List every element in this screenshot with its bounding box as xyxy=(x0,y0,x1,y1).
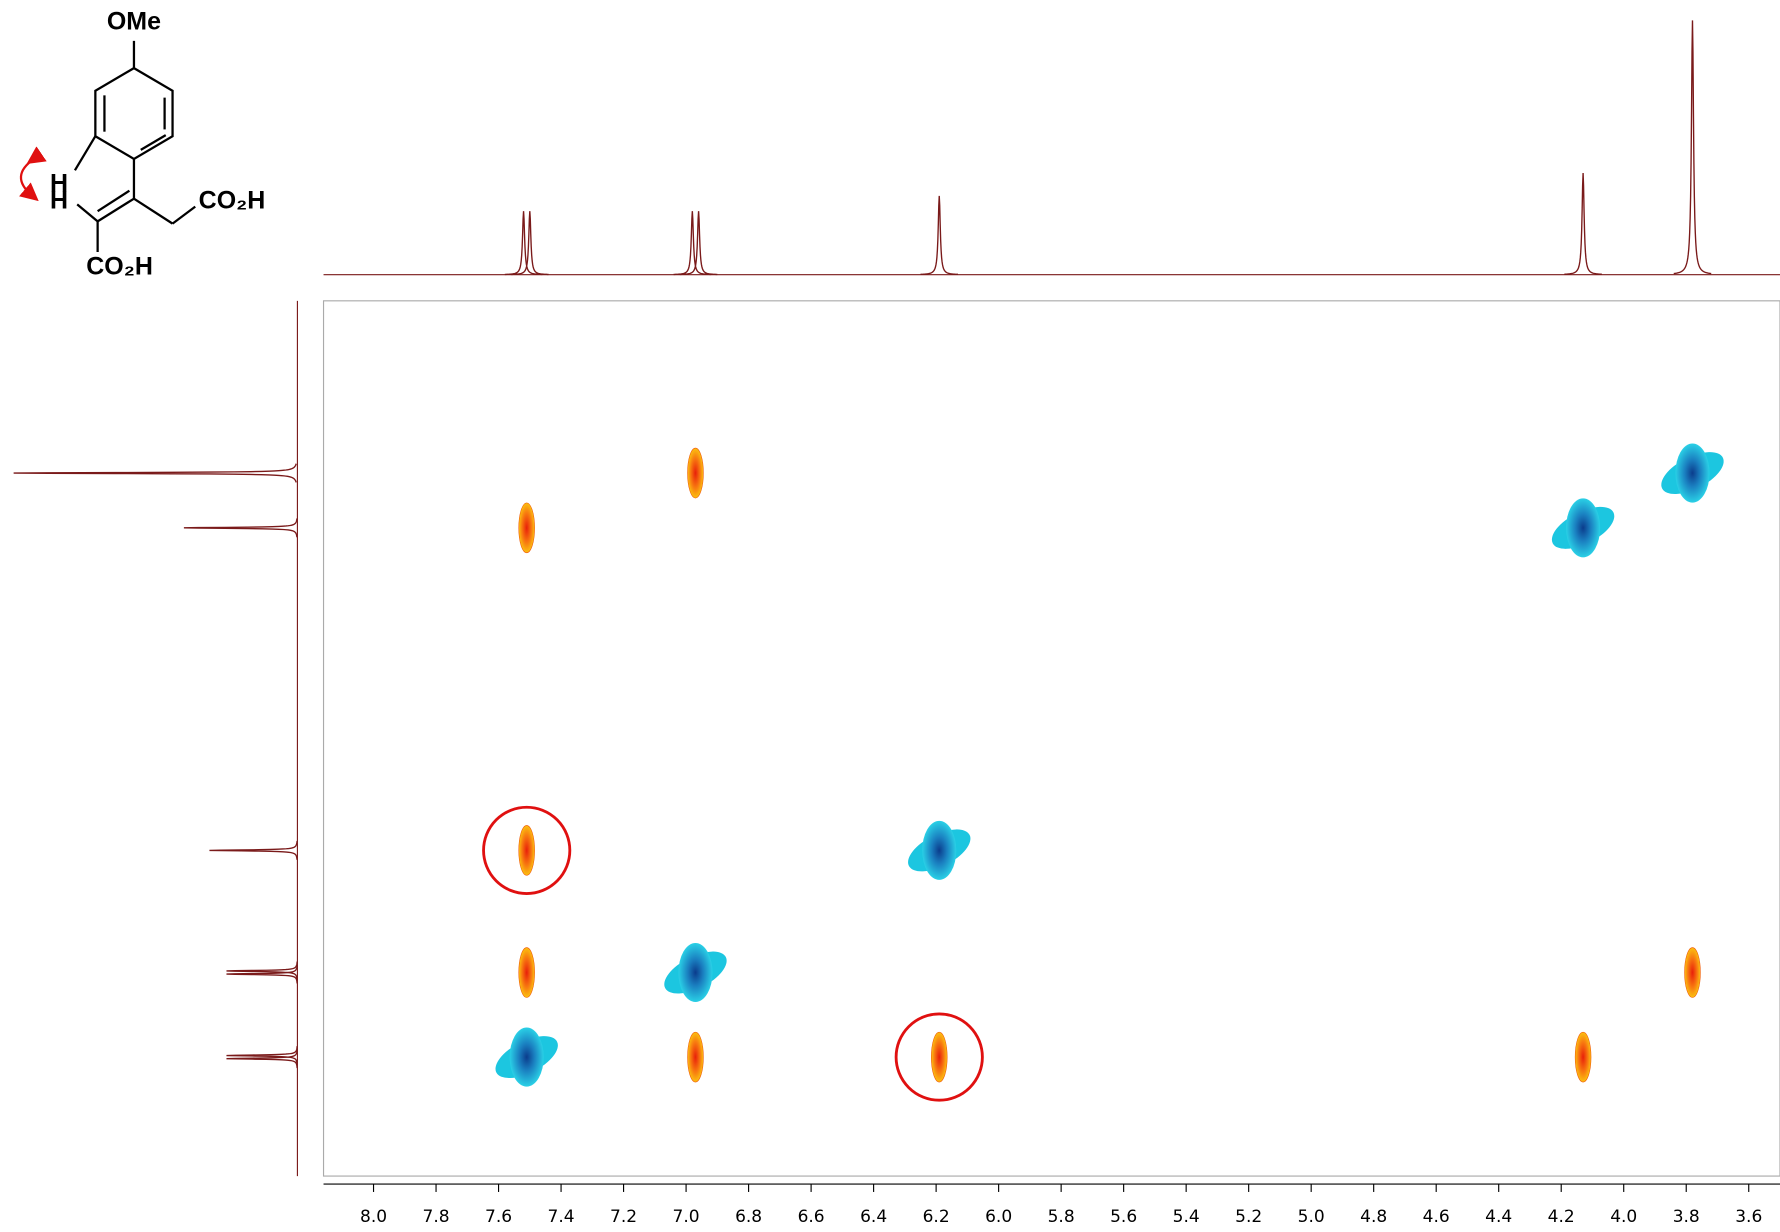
x-tick-label: 5.0 xyxy=(1298,1207,1325,1227)
atom-label: CO₂H xyxy=(86,253,153,281)
atom-label: H xyxy=(50,187,68,215)
x-tick-label: 3.8 xyxy=(1673,1207,1700,1227)
x-tick-label: 7.2 xyxy=(610,1207,637,1227)
cross-peak xyxy=(518,825,535,876)
highlight-circle xyxy=(482,805,572,895)
x-tick-label: 6.6 xyxy=(798,1207,825,1227)
diagonal-peak xyxy=(678,943,713,1003)
x-tick-label: 7.4 xyxy=(548,1207,575,1227)
top-peak xyxy=(1673,20,1712,275)
diagonal-peak xyxy=(1675,443,1710,503)
x-tick-label: 4.2 xyxy=(1548,1207,1575,1227)
cross-peak xyxy=(518,947,535,998)
x-tick-label: 4.4 xyxy=(1485,1207,1512,1227)
diagonal-peak xyxy=(1566,498,1601,558)
x-tick-label: 6.0 xyxy=(985,1207,1012,1227)
x-tick-label: 5.4 xyxy=(1173,1207,1200,1227)
x-tick-label: 4.0 xyxy=(1610,1207,1637,1227)
x-tick-label: 7.0 xyxy=(673,1207,700,1227)
atom-label: OMe xyxy=(107,7,161,35)
diagonal-peak xyxy=(509,1027,544,1087)
side-peak xyxy=(226,1046,298,1065)
x-tick-label: 5.8 xyxy=(1048,1207,1075,1227)
x-tick-label: 5.6 xyxy=(1110,1207,1137,1227)
structure xyxy=(18,40,196,253)
cross-peak xyxy=(1574,1031,1592,1083)
highlight-circle xyxy=(894,1012,984,1102)
x-tick-label: 5.2 xyxy=(1235,1207,1262,1227)
top-peak xyxy=(920,195,959,276)
top-peak xyxy=(511,211,549,276)
x-tick-label: 7.6 xyxy=(485,1207,512,1227)
top-peak xyxy=(504,211,543,276)
x-tick-label: 6.4 xyxy=(860,1207,887,1227)
diagonal-peak xyxy=(922,820,957,880)
x-tick-label: 8.0 xyxy=(360,1207,387,1227)
side-peak xyxy=(209,840,298,860)
side-peak xyxy=(226,1049,298,1069)
x-tick-label: 4.8 xyxy=(1360,1207,1387,1227)
top-peak xyxy=(679,211,718,276)
x-tick-label: 7.8 xyxy=(423,1207,450,1227)
side-peak xyxy=(13,463,297,483)
cross-peak xyxy=(1684,947,1701,998)
cross-peak xyxy=(931,1031,948,1083)
cross-peak xyxy=(518,502,535,554)
atom-label: H xyxy=(50,170,68,198)
side-peak xyxy=(226,964,298,984)
cross-peak xyxy=(687,1031,704,1083)
x-tick-label: 3.6 xyxy=(1735,1207,1762,1227)
cross-peak xyxy=(687,447,704,499)
top-peak xyxy=(1564,172,1602,275)
plot-root: OMe H H CO₂H CO₂H 8.0 7.8 7.6 7.4 7.2 7.0 6.8 6… xyxy=(13,7,1780,1227)
top-peak xyxy=(673,211,712,276)
x-tick-label: 6.8 xyxy=(735,1207,762,1227)
side-peak xyxy=(226,961,298,981)
x-tick-label: 4.6 xyxy=(1423,1207,1450,1227)
side-peak xyxy=(183,518,298,538)
x-tick-label: 6.2 xyxy=(923,1207,950,1227)
atom-label: CO₂H xyxy=(199,187,266,215)
